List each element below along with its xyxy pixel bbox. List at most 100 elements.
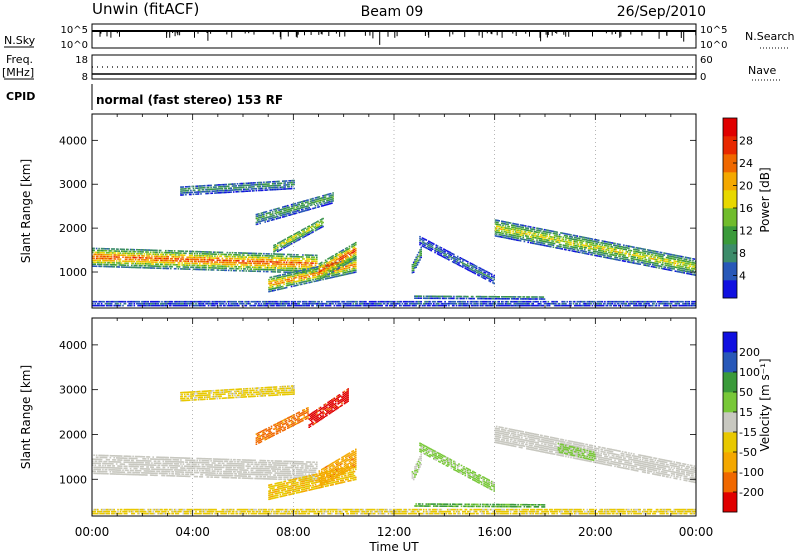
echo-cell <box>655 262 658 265</box>
echo-cell <box>289 280 292 282</box>
echo-cell <box>192 189 195 192</box>
echo-cell <box>151 267 153 269</box>
echo-cell <box>336 275 338 278</box>
echo-cell <box>545 241 547 243</box>
echo-cell <box>274 246 277 248</box>
echo-cell <box>420 297 422 299</box>
echo-cell <box>246 182 249 185</box>
echo-cell <box>526 229 528 231</box>
echo-cell <box>665 262 668 265</box>
echo-cell <box>99 261 102 264</box>
echo-cell <box>204 259 206 261</box>
echo-cell <box>526 233 528 235</box>
echo-cell <box>552 240 555 243</box>
echo-cell <box>321 199 323 201</box>
echo-cell <box>644 250 646 253</box>
echo-cell <box>448 295 450 298</box>
echo-cell <box>692 263 694 266</box>
echo-cell <box>336 265 338 268</box>
echo-cell <box>206 263 209 265</box>
echo-cell <box>304 201 307 204</box>
echo-cell <box>459 295 461 298</box>
echo-cell <box>331 261 333 264</box>
echo-cell <box>317 266 319 268</box>
echo-cell <box>260 187 263 190</box>
echo-cell <box>293 277 295 279</box>
echo-cell <box>595 243 597 245</box>
echo-cell <box>436 295 439 298</box>
echo-cell <box>275 247 278 249</box>
echo-cell <box>202 266 205 269</box>
echo-cell <box>229 263 231 266</box>
echo-cell <box>210 257 212 259</box>
echo-cell <box>180 254 182 256</box>
echo-cell <box>285 280 288 283</box>
echo-cell <box>352 271 355 274</box>
echo-cell <box>319 201 322 204</box>
echo-cell <box>289 265 292 268</box>
echo-cell <box>240 262 243 264</box>
echo-cell <box>337 266 339 268</box>
echo-cell <box>659 261 662 264</box>
echo-cell <box>472 269 474 272</box>
echo-cell <box>523 240 526 243</box>
echo-cell <box>236 183 239 185</box>
echo-cell <box>435 246 438 249</box>
echo-cell <box>279 284 282 286</box>
echo-cell <box>614 254 616 257</box>
echo-cell <box>563 246 566 249</box>
echo-cell <box>328 201 331 203</box>
echo-cell <box>689 269 692 271</box>
echo-cell <box>475 265 478 268</box>
echo-cell <box>285 269 288 271</box>
echo-cell <box>127 304 129 307</box>
echo-cell <box>298 270 300 272</box>
echo-cell <box>151 261 153 263</box>
echo-cell <box>538 296 541 298</box>
echo-cell <box>289 187 292 190</box>
echo-cell <box>156 259 158 262</box>
echo-cell <box>451 261 454 263</box>
echo-cell <box>333 264 336 266</box>
echo-cell <box>176 300 178 303</box>
echo-cell <box>683 268 685 270</box>
echo-cell <box>545 235 547 237</box>
echo-cell <box>309 264 312 266</box>
echo-cell <box>107 300 109 303</box>
echo-cell <box>271 284 274 286</box>
echo-cell <box>571 248 573 250</box>
echo-cell <box>259 220 261 223</box>
echo-cell <box>322 270 324 273</box>
echo-cell <box>428 240 430 243</box>
echo-cell <box>110 260 113 262</box>
echo-cell <box>673 262 675 264</box>
echo-cell <box>176 256 178 258</box>
echo-cell <box>103 261 105 264</box>
echo-cell <box>278 253 280 255</box>
echo-cell <box>341 257 343 260</box>
echo-cell <box>283 281 285 284</box>
echo-cell <box>248 186 250 188</box>
echo-cell <box>240 268 243 270</box>
echo-cell <box>316 258 318 261</box>
echo-cell <box>172 304 175 307</box>
echo-cell <box>274 188 277 191</box>
echo-cell <box>587 245 590 247</box>
echo-cell <box>197 256 200 259</box>
echo-cell <box>146 255 148 257</box>
echo-cell <box>526 227 528 229</box>
echo-cell <box>678 261 680 263</box>
echo-cell <box>311 224 313 226</box>
echo-cell <box>243 262 245 264</box>
echo-cell <box>421 243 424 245</box>
echo-cell <box>299 236 302 238</box>
echo-cell <box>422 237 425 240</box>
echo-cell <box>229 255 231 258</box>
echo-cell <box>225 265 227 268</box>
echo-cell <box>339 266 342 269</box>
echo-cell <box>165 251 167 254</box>
echo-cell <box>274 216 277 218</box>
echo-cell <box>188 300 191 303</box>
echo-cell <box>182 260 185 262</box>
echo-cell <box>265 183 268 185</box>
